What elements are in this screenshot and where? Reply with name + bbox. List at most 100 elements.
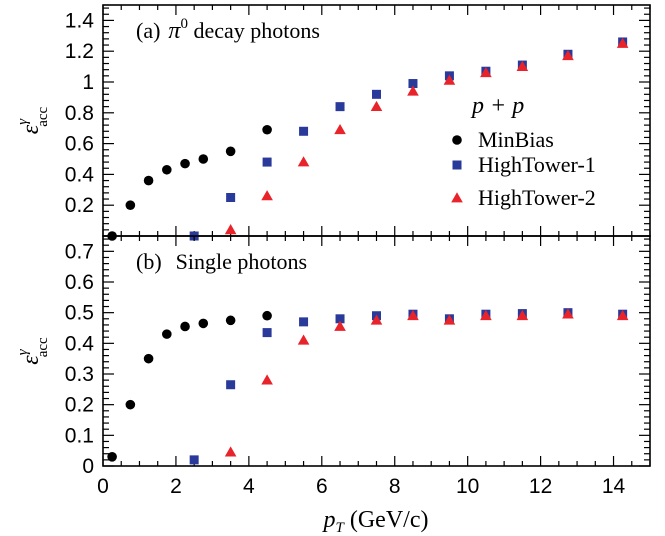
data-point: [335, 314, 345, 324]
series-hightower-2: [224, 37, 629, 235]
legend-marker: [452, 135, 462, 145]
data-point: [616, 37, 629, 48]
panel-b: 0 0.1 0.2 0.3 0.4 0.5 0.6 0.7 0 2 4 6 8 10 12 14 εγ acc (b…: [15, 235, 651, 498]
data-point: [516, 60, 529, 71]
y-axis-label-symbol: ε: [18, 124, 44, 134]
y-tick-label: 0.2: [65, 394, 94, 417]
data-point: [480, 66, 492, 78]
data-point: [107, 452, 117, 462]
data-point: [443, 74, 456, 85]
x-axis-label-text: pT (GeV/c): [322, 507, 429, 536]
panel-title: (b) Single photons: [136, 249, 307, 274]
y-axis-label-sup: γ: [15, 118, 31, 125]
panel-title-sup: 0: [180, 16, 188, 32]
panel-label: (a): [136, 18, 160, 43]
y-tick-label: 0.2: [65, 194, 94, 217]
y-tick-label: 0.6: [65, 271, 94, 294]
legend-header: p + p: [470, 93, 524, 119]
y-axis-label-sub: acc: [35, 106, 51, 126]
data-point: [180, 321, 190, 332]
panel-a: 0.2 0.4 0.6 0.8 1 1.2 1.4 εγ acc (a) π0 decay phot…: [15, 4, 651, 241]
x-tick-label: 12: [529, 475, 552, 498]
data-point: [408, 79, 418, 89]
panel-label: (b): [136, 249, 162, 274]
y-tick-label: 1: [82, 71, 94, 94]
x-tick-label: 10: [456, 475, 479, 498]
data-point: [261, 190, 273, 201]
data-point: [335, 102, 345, 112]
y-tick-label: 0: [82, 455, 94, 478]
data-point: [226, 193, 236, 202]
data-point: [224, 446, 237, 457]
data-point: [225, 146, 236, 157]
panel-title-text: decay photons: [188, 18, 320, 43]
series-minbias: [107, 124, 272, 241]
data-point: [299, 126, 309, 136]
data-point: [198, 154, 209, 164]
series-hightower-2: [224, 308, 629, 457]
data-point: [262, 328, 272, 338]
data-point: [480, 309, 492, 321]
data-point: [616, 309, 629, 321]
data-point: [162, 164, 172, 175]
data-point: [297, 334, 310, 345]
data-point: [198, 318, 209, 329]
y-tick-label: 0.8: [65, 102, 94, 125]
y-tick-label: 0.6: [65, 133, 94, 156]
data-point: [224, 224, 237, 235]
y-axis-label-symbol: ε: [18, 355, 44, 365]
y-axis-label-sup: γ: [15, 348, 31, 355]
panel-title-symbol: π: [168, 18, 181, 44]
data-point: [189, 455, 199, 465]
y-axis-label: εγ acc: [15, 106, 51, 134]
x-tick-label: 8: [389, 475, 401, 498]
y-tick-label: 1.4: [65, 9, 95, 32]
data-point: [334, 320, 346, 331]
data-point: [261, 374, 273, 385]
legend-label: HighTower-2: [478, 185, 596, 210]
legend-marker: [451, 192, 463, 203]
data-point: [562, 308, 574, 319]
legend-label: HighTower-1: [478, 152, 596, 177]
x-tick-label: 4: [243, 475, 255, 498]
y-tick-label: 0.4: [65, 163, 95, 186]
data-point: [299, 317, 309, 327]
y-tick-label: 0.4: [65, 332, 95, 355]
data-point: [226, 380, 236, 390]
x-tick-label: 2: [170, 475, 182, 498]
data-point: [125, 200, 136, 210]
x-axis-label-units: (GeV/c): [344, 507, 429, 533]
y-tick-label: 0.3: [65, 363, 94, 386]
data-point: [407, 309, 419, 321]
data-point: [143, 353, 154, 364]
data-point: [516, 309, 529, 321]
panel-title: (a) π0 decay photons: [136, 16, 320, 44]
x-tick-label: 0: [97, 475, 109, 498]
data-point: [180, 158, 190, 169]
legend-label: MinBias: [478, 127, 554, 152]
y-axis-label: εγ acc: [15, 337, 51, 365]
y-tick-label: 0.7: [65, 240, 94, 263]
x-axis-label-sub: T: [336, 520, 346, 536]
data-point: [370, 314, 383, 325]
y-tick-label: 1.2: [65, 40, 94, 63]
data-point: [407, 85, 419, 96]
y-tick-label: 0.5: [65, 302, 94, 325]
data-point: [262, 157, 272, 167]
panel-title-text: Single photons: [176, 249, 307, 274]
x-tick-label: 14: [602, 475, 626, 498]
data-point: [562, 50, 574, 61]
legend-marker: [452, 160, 462, 170]
data-point: [125, 399, 136, 410]
data-point: [225, 315, 236, 326]
x-axis-label: pT (GeV/c): [322, 507, 429, 536]
x-axis-label-symbol: p: [322, 507, 336, 533]
data-point: [443, 314, 456, 325]
data-point: [372, 89, 381, 99]
data-point: [262, 124, 272, 135]
data-point: [334, 123, 346, 135]
x-tick-label: 6: [316, 475, 328, 498]
data-point: [143, 175, 154, 186]
